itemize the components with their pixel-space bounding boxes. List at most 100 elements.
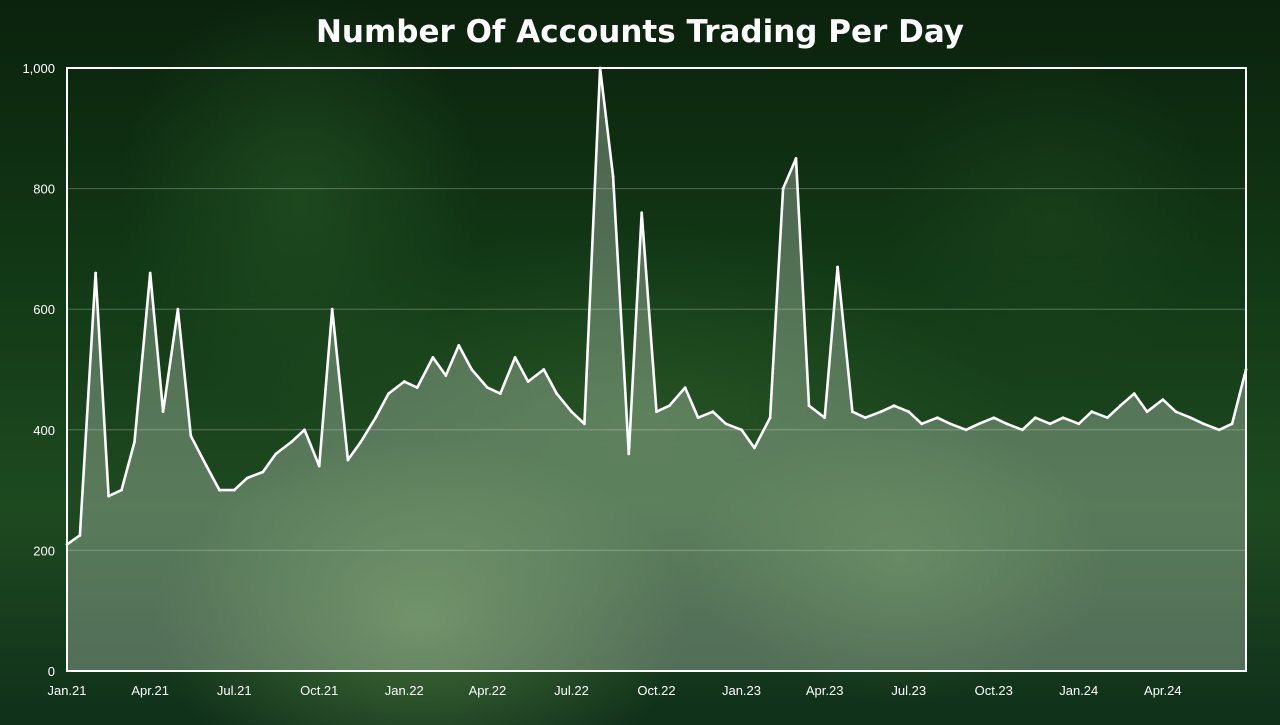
data-point	[78, 533, 82, 537]
data-point	[444, 374, 448, 377]
x-tick-label: Apr.21	[131, 683, 169, 698]
data-point	[245, 476, 249, 480]
data-point	[640, 211, 644, 215]
data-point	[1033, 416, 1037, 420]
gridlines	[67, 67, 1246, 551]
data-point	[948, 422, 952, 426]
data-point	[977, 422, 981, 426]
data-point	[161, 410, 165, 414]
data-point	[330, 307, 334, 311]
data-point	[526, 380, 530, 383]
x-tick-label: Jan.23	[722, 683, 761, 698]
data-point	[1174, 410, 1178, 414]
data-point	[964, 428, 968, 432]
data-point	[290, 440, 293, 444]
data-point	[711, 410, 715, 414]
data-point	[120, 488, 123, 492]
data-point	[768, 416, 772, 420]
data-point	[740, 428, 743, 432]
x-tick-label: Jul.22	[554, 683, 589, 698]
data-point	[176, 307, 180, 311]
x-axis: Jan.21 Apr.21 Jul.21 Oct.21 Jan.22 Apr.22 Jul.…	[47, 683, 1181, 698]
x-tick-label: Jan.24	[1059, 683, 1098, 698]
y-tick-label: 400	[33, 423, 55, 438]
data-point	[542, 368, 546, 371]
data-point	[668, 404, 671, 408]
data-point	[583, 422, 586, 426]
data-point	[570, 410, 573, 414]
data-point	[836, 265, 840, 269]
data-point	[303, 428, 306, 432]
data-point	[1106, 416, 1109, 420]
x-tick-label: Jan.21	[47, 683, 86, 698]
data-point	[1048, 422, 1052, 426]
data-point	[402, 380, 406, 383]
data-point	[1217, 428, 1221, 432]
data-point	[907, 410, 911, 414]
data-point	[807, 404, 811, 408]
data-point	[1161, 398, 1165, 402]
data-point	[374, 416, 378, 420]
data-point	[850, 410, 854, 414]
data-point	[683, 386, 687, 389]
data-point	[470, 368, 474, 371]
y-tick-label: 600	[33, 302, 55, 317]
data-point	[457, 343, 461, 347]
y-tick-label: 200	[33, 543, 55, 558]
data-point	[555, 392, 559, 396]
data-point	[920, 422, 924, 426]
data-point	[359, 440, 363, 444]
data-point	[781, 187, 785, 191]
data-point	[1005, 422, 1009, 426]
data-point	[1090, 410, 1094, 414]
x-tick-label: Jul.23	[891, 683, 926, 698]
x-tick-label: Jul.21	[217, 683, 252, 698]
data-point	[431, 356, 435, 359]
data-point	[696, 416, 700, 420]
data-point	[611, 175, 615, 178]
data-point	[317, 464, 321, 468]
data-point	[94, 271, 98, 275]
data-point	[387, 392, 390, 396]
data-point	[1145, 410, 1149, 414]
data-point	[627, 452, 631, 456]
data-point	[992, 416, 996, 420]
x-tick-label: Oct.23	[975, 683, 1013, 698]
x-tick-label: Oct.21	[300, 683, 338, 698]
data-point	[1061, 416, 1065, 420]
x-tick-label: Apr.24	[1144, 683, 1182, 698]
data-point	[107, 494, 110, 498]
data-point	[1132, 392, 1136, 396]
data-point	[205, 464, 208, 468]
data-point	[1202, 422, 1205, 426]
data-point	[935, 416, 939, 420]
data-point	[863, 416, 867, 420]
x-tick-label: Jan.22	[385, 683, 424, 698]
data-point	[823, 416, 827, 420]
data-point	[753, 446, 756, 450]
data-point	[1077, 422, 1081, 426]
y-axis: 0 200 400 600 800 1,000	[22, 61, 55, 679]
data-point	[892, 404, 896, 408]
data-point	[232, 488, 236, 492]
data-point	[513, 356, 517, 359]
y-tick-label: 1,000	[22, 61, 55, 76]
plot-frame	[66, 67, 1247, 672]
data-point	[133, 440, 136, 444]
data-point	[794, 157, 798, 160]
data-point	[189, 434, 193, 438]
y-tick-label: 800	[33, 182, 55, 197]
data-point	[1020, 428, 1024, 432]
series-area	[67, 68, 1246, 671]
data-point	[498, 392, 502, 396]
data-point	[274, 452, 278, 456]
data-point	[346, 458, 350, 462]
data-point	[486, 386, 489, 389]
data-point	[218, 488, 221, 492]
y-tick-label: 0	[48, 664, 55, 679]
data-point	[879, 410, 883, 414]
data-points	[65, 66, 1248, 546]
x-tick-label: Apr.23	[806, 683, 844, 698]
data-point	[1230, 422, 1234, 426]
